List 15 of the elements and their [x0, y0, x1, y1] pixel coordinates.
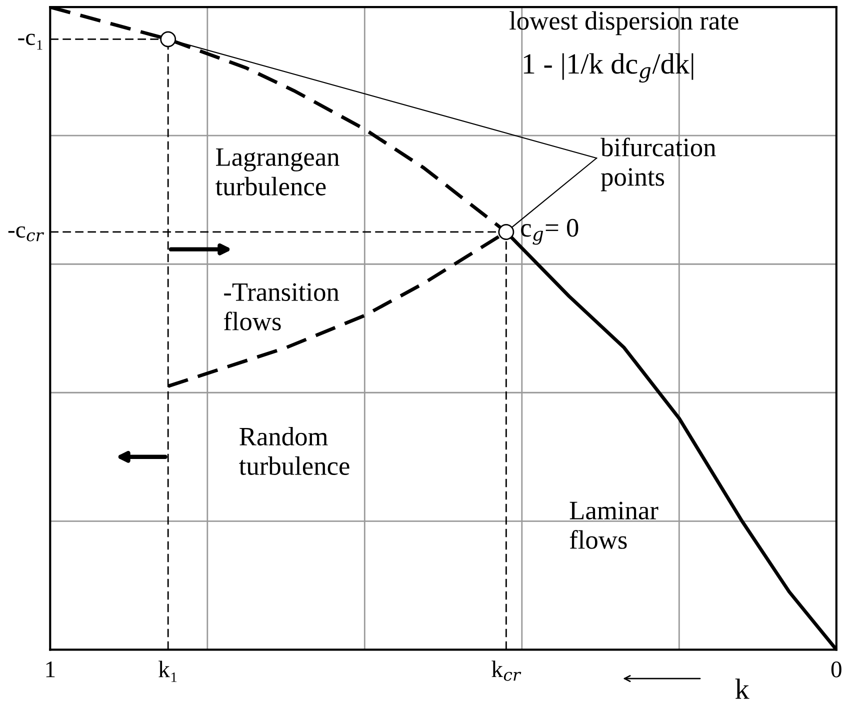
x-tick-label: 1 [46, 662, 55, 678]
x-axis-title: k [735, 678, 750, 699]
x-tick-label: k₁ [158, 660, 176, 682]
annotation: Random turbulence [239, 426, 350, 475]
annotation: bifurcation points [600, 138, 716, 192]
ref-line-label: -c$_{cr}$ [8, 226, 44, 242]
annotation: -Transition flows [224, 283, 340, 330]
annotation: 1 - |1/k dc$_{g}$/dk| [524, 53, 694, 83]
annotation: lowest dispersion rate [510, 11, 738, 36]
annotation: c$_{g}$= 0 [521, 218, 578, 245]
x-tick-label: 0 [831, 661, 842, 678]
x-tick-label: k$_{cr}$ [492, 660, 522, 681]
ref-line-label: -c₁ [18, 34, 42, 50]
annotation: Laminar flows [570, 502, 658, 549]
annotation: Lagrangean turbulence [216, 148, 340, 196]
